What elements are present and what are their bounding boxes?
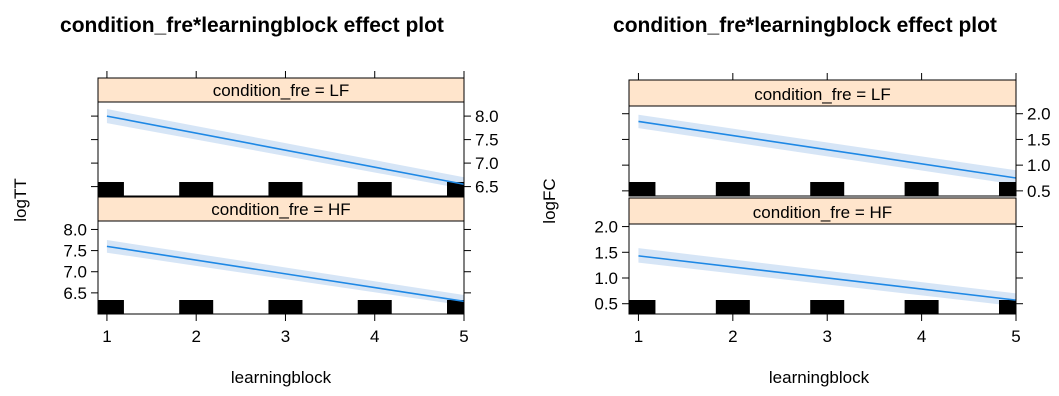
x-tick-label: 4 <box>370 327 379 346</box>
chart-title: condition_fre*learningblock effect plot <box>60 14 444 37</box>
panel-hf: condition_fre = HF 6.5 7.0 7.5 8.0 <box>63 196 471 315</box>
rug-mark <box>357 300 392 314</box>
y-tick-label: 8.0 <box>63 220 87 239</box>
rug-mark <box>715 300 750 314</box>
y-tick-label: 8.0 <box>475 107 499 126</box>
confidence-band <box>106 109 465 189</box>
strip-label: condition_fre = LF <box>754 85 891 104</box>
rug-mark <box>179 300 214 314</box>
fit-line <box>638 255 1017 301</box>
y-tick-label: 1.5 <box>594 243 618 262</box>
rug-mark <box>904 182 939 196</box>
strip-background <box>628 79 1017 107</box>
rug-mark <box>999 182 1016 196</box>
rug-mark <box>179 182 214 196</box>
x-tick-label: 5 <box>1011 327 1020 346</box>
y-tick-label: 1.0 <box>1027 156 1051 175</box>
fit-line <box>106 245 465 303</box>
y-axis-label: logFC <box>540 178 559 223</box>
confidence-band <box>106 240 465 306</box>
rug-mark <box>268 182 303 196</box>
rug-mark <box>447 300 464 314</box>
panel-lf: condition_fre = LF 6.5 7.0 7.5 8.0 <box>91 77 499 197</box>
y-tick-label: 6.5 <box>63 284 87 303</box>
effect-plot-logtt: condition_fre*learningblock effect plot c… <box>0 0 529 396</box>
y-tick-label: 6.5 <box>475 178 499 197</box>
rug-mark <box>810 182 845 196</box>
panel-lf: condition_fre = LF 0.5 1.0 1.5 2.0 <box>622 79 1051 201</box>
strip-background <box>97 196 465 222</box>
y-tick-label: 7.0 <box>63 263 87 282</box>
x-axis-label: learningblock <box>231 368 332 387</box>
rug-mark <box>904 300 939 314</box>
effect-plot-logfc-svg: condition_fre*learningblock effect plot c… <box>540 14 1051 387</box>
strip-label: condition_fre = HF <box>211 200 350 219</box>
y-tick-label: 0.5 <box>594 295 618 314</box>
chart-title: condition_fre*learningblock effect plot <box>613 14 997 37</box>
x-axis-label: learningblock <box>769 368 870 387</box>
x-tick-label: 2 <box>728 327 737 346</box>
x-tick-label: 1 <box>102 327 111 346</box>
strip-label: condition_fre = LF <box>213 81 350 100</box>
panel-frame <box>628 79 1017 197</box>
effect-plot-logtt-svg: condition_fre*learningblock effect plot c… <box>11 14 499 387</box>
rug-mark <box>98 300 124 314</box>
y-tick-label: 7.5 <box>63 242 87 261</box>
fit-line <box>638 120 1017 179</box>
effect-plot-logfc: condition_fre*learningblock effect plot c… <box>529 0 1059 396</box>
strip-label: condition_fre = HF <box>753 203 892 222</box>
panel-hf: condition_fre = HF 0.5 1.0 1.5 2.0 <box>594 197 1023 315</box>
rug-mark <box>357 182 392 196</box>
x-tick-label: 4 <box>917 327 926 346</box>
panel-frame <box>97 77 465 197</box>
x-tick-label: 3 <box>822 327 831 346</box>
rug-mark <box>629 182 656 196</box>
rug-mark <box>715 182 750 196</box>
y-tick-label: 1.0 <box>594 269 618 288</box>
panel-frame <box>628 197 1017 315</box>
rug-mark <box>999 300 1016 314</box>
y-tick-label: 0.5 <box>1027 182 1051 201</box>
rug-mark <box>268 300 303 314</box>
y-axis-label: logTT <box>11 178 30 221</box>
rug-mark <box>447 182 464 196</box>
y-tick-label: 2.0 <box>1027 105 1051 124</box>
y-tick-label: 7.5 <box>475 131 499 150</box>
rug-mark <box>98 182 124 196</box>
fit-line <box>106 115 465 186</box>
y-tick-label: 2.0 <box>594 218 618 237</box>
panel-frame <box>97 196 465 315</box>
x-tick-label: 3 <box>281 327 290 346</box>
rug-mark <box>629 300 656 314</box>
y-tick-label: 7.0 <box>475 154 499 173</box>
x-tick-label: 1 <box>634 327 643 346</box>
y-tick-label: 1.5 <box>1027 130 1051 149</box>
rug-mark <box>810 300 845 314</box>
x-tick-label: 5 <box>459 327 468 346</box>
x-tick-label: 2 <box>191 327 200 346</box>
